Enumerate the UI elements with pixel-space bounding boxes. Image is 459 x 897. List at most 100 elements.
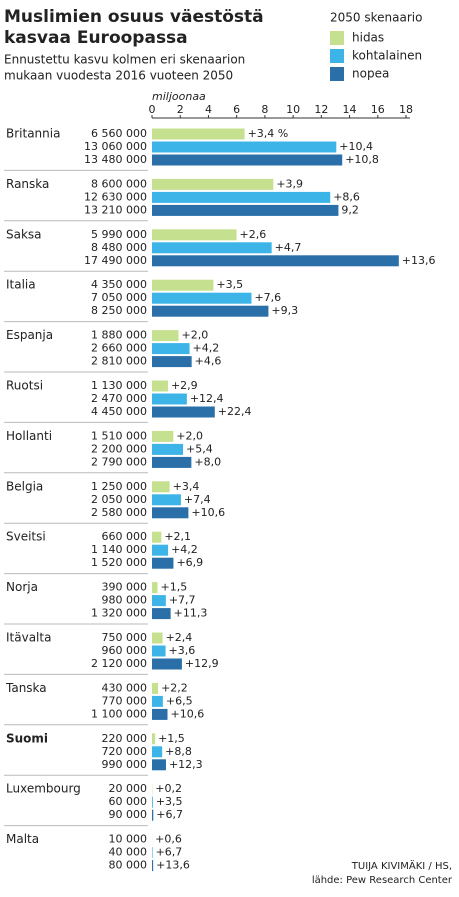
share-label: +1,5 — [158, 732, 185, 745]
value-label: 80 000 — [109, 859, 148, 872]
share-label: +10,4 — [339, 140, 373, 153]
bar — [152, 847, 153, 859]
bar — [152, 443, 184, 455]
chart-title: kasvaa Euroopassa — [4, 28, 188, 48]
category-label: Itävalta — [6, 631, 51, 645]
share-label: +5,4 — [186, 442, 213, 455]
bar — [152, 204, 339, 216]
category-label: Saksa — [6, 227, 42, 241]
value-label: 660 000 — [102, 530, 148, 543]
share-label: +6,9 — [176, 556, 203, 569]
legend-label: hidas — [352, 31, 384, 45]
value-label: 8 250 000 — [91, 304, 147, 317]
x-tick-label: 4 — [205, 103, 212, 116]
value-label: 6 560 000 — [91, 127, 147, 140]
value-label: 2 660 000 — [91, 342, 147, 355]
bar — [152, 544, 169, 556]
value-label: 7 050 000 — [91, 291, 147, 304]
share-label: +8,6 — [333, 190, 360, 203]
share-label: +13,6 — [156, 859, 190, 872]
value-label: 90 000 — [109, 808, 148, 821]
value-label: 10 000 — [109, 833, 148, 846]
x-tick-label: 6 — [233, 103, 240, 116]
bar — [152, 141, 337, 153]
bar — [152, 393, 187, 405]
value-label: 17 490 000 — [84, 254, 147, 267]
bar — [152, 746, 163, 758]
share-label: +13,6 — [402, 254, 436, 267]
value-label: 1 320 000 — [91, 607, 147, 620]
value-label: 990 000 — [102, 758, 148, 771]
category-label: Belgia — [6, 479, 43, 493]
bar — [152, 154, 343, 166]
value-label: 430 000 — [102, 681, 148, 694]
value-label: 980 000 — [102, 594, 148, 607]
source: TUIJA KIVIMÄKI / HS, — [351, 859, 452, 872]
share-label: +3,4 — [173, 480, 200, 493]
share-label: +2,4 — [166, 631, 193, 644]
bar — [152, 356, 192, 368]
bar — [152, 229, 237, 241]
value-label: 13 480 000 — [84, 153, 147, 166]
chart-subtitle: mukaan vuodesta 2016 vuoteen 2050 — [4, 69, 233, 83]
bar — [152, 860, 154, 872]
bar — [152, 128, 245, 140]
value-label: 5 990 000 — [91, 228, 147, 241]
value-label: 2 580 000 — [91, 506, 147, 519]
x-tick-label: 10 — [286, 103, 300, 116]
share-label: +10,6 — [191, 506, 225, 519]
bar — [152, 531, 162, 543]
category-label: Suomi — [6, 731, 48, 745]
share-label: +7,6 — [254, 291, 281, 304]
value-label: 13 060 000 — [84, 140, 147, 153]
x-tick-label: 0 — [149, 103, 156, 116]
bar — [152, 645, 166, 657]
category-label: Tanska — [5, 681, 47, 695]
value-label: 1 520 000 — [91, 556, 147, 569]
source: lähde: Pew Research Center — [312, 875, 453, 886]
share-label: +4,7 — [275, 241, 302, 254]
value-label: 8 480 000 — [91, 241, 147, 254]
value-label: 2 120 000 — [91, 657, 147, 670]
bar — [152, 759, 166, 771]
share-label: +2,0 — [182, 329, 209, 342]
value-label: 220 000 — [102, 732, 148, 745]
value-label: 8 600 000 — [91, 177, 147, 190]
share-label: +7,4 — [184, 493, 211, 506]
bar — [152, 658, 182, 670]
category-label: Britannia — [6, 127, 60, 141]
value-label: 1 880 000 — [91, 329, 147, 342]
share-label: +12,9 — [185, 657, 219, 670]
category-label: Hollanti — [6, 429, 52, 443]
share-label: +4,6 — [195, 355, 222, 368]
share-label: +8,0 — [194, 455, 221, 468]
share-label: +4,2 — [193, 342, 220, 355]
bar — [152, 695, 163, 707]
bar — [152, 733, 156, 745]
value-label: 1 100 000 — [91, 707, 147, 720]
bar — [152, 632, 163, 644]
share-label: +6,7 — [156, 808, 183, 821]
bar — [152, 494, 181, 506]
value-label: 1 140 000 — [91, 543, 147, 556]
share-label: +8,8 — [165, 745, 192, 758]
share-label: +2,2 — [161, 681, 188, 694]
share-label: +3,5 — [156, 795, 183, 808]
value-label: 1 130 000 — [91, 379, 147, 392]
x-tick-label: 14 — [343, 103, 357, 116]
share-label: +2,9 — [171, 379, 198, 392]
value-label: 1 510 000 — [91, 429, 147, 442]
bar — [152, 380, 168, 392]
category-label: Espanja — [6, 328, 53, 342]
x-tick-label: 12 — [314, 103, 328, 116]
share-label: +12,3 — [169, 758, 203, 771]
share-label: +2,6 — [240, 228, 267, 241]
bar — [152, 682, 159, 694]
value-label: 2 050 000 — [91, 493, 147, 506]
bar — [152, 292, 252, 304]
share-label: +2,1 — [164, 530, 191, 543]
share-label: +6,7 — [156, 846, 183, 859]
share-label: +11,3 — [174, 607, 208, 620]
bar — [152, 557, 174, 569]
